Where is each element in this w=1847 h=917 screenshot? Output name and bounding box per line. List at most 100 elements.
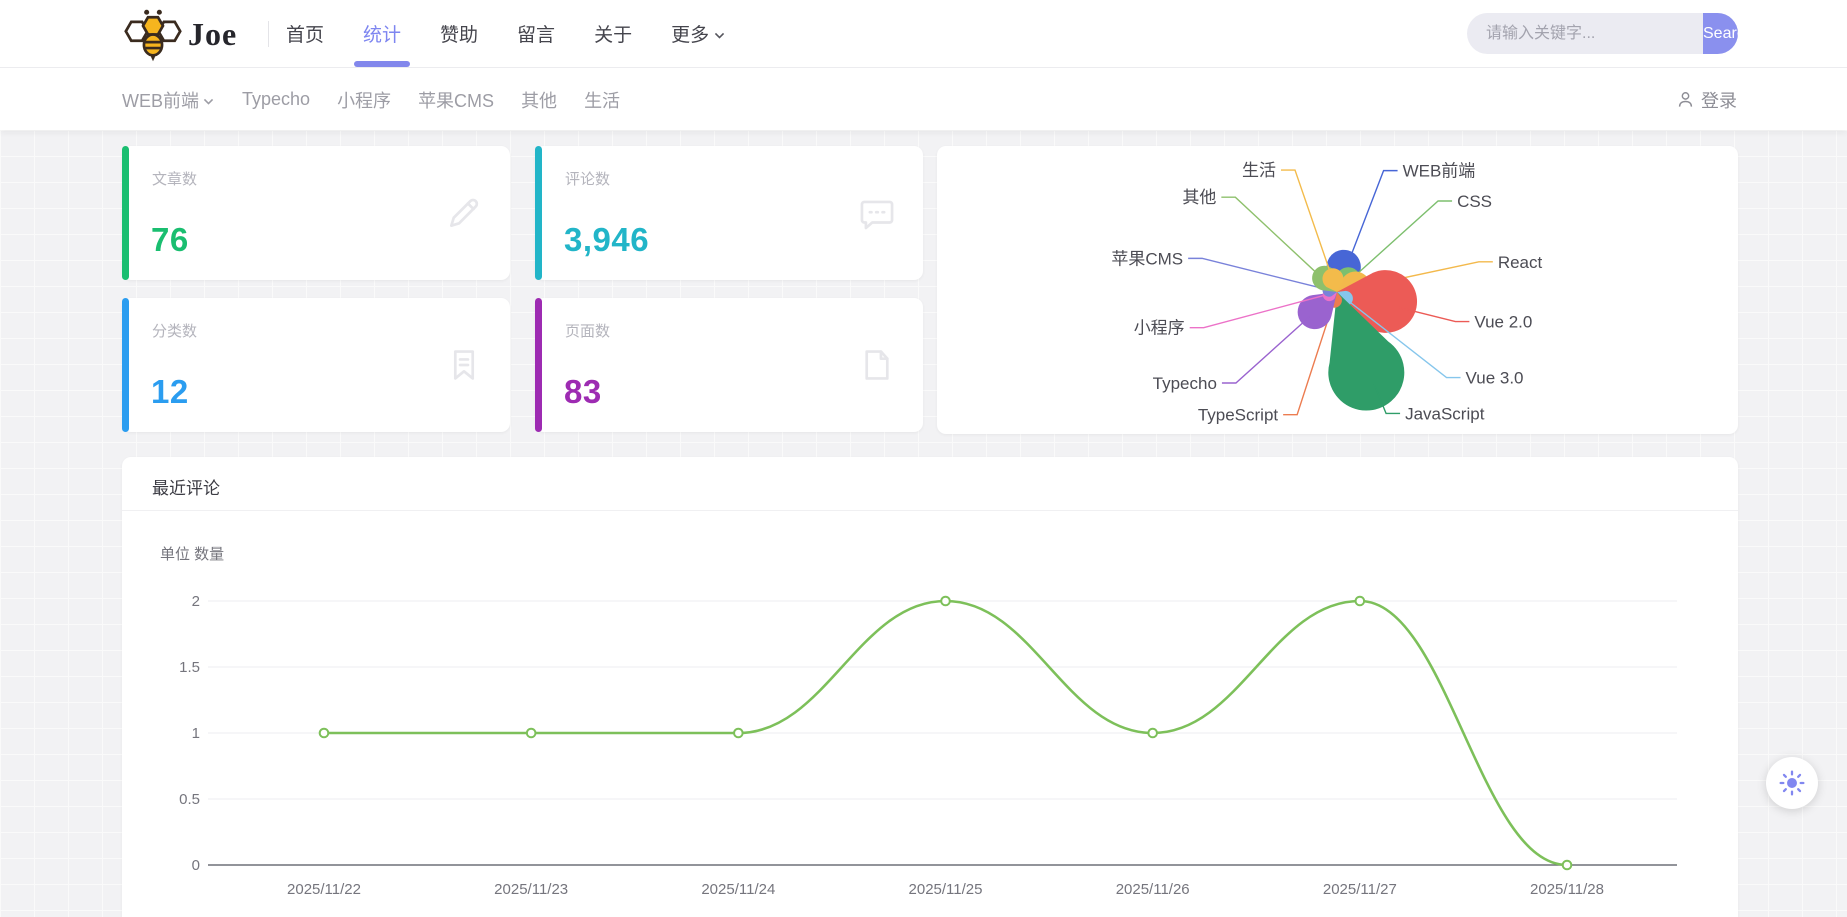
rose-label-line bbox=[1373, 383, 1401, 415]
data-point[interactable] bbox=[318, 727, 330, 739]
y-tick-label: 0.5 bbox=[179, 791, 200, 808]
category-nav: WEB前端 Typecho 小程序 苹果CMS 其他 生活 登录 bbox=[0, 67, 1847, 130]
stat-card-pages: 页面数 83 bbox=[535, 298, 923, 432]
x-tick-label: 2025/11/26 bbox=[1116, 881, 1190, 898]
card-accent-bar bbox=[122, 298, 129, 432]
stat-card-label: 分类数 bbox=[152, 323, 198, 340]
rose-label: Typecho bbox=[1153, 374, 1217, 393]
stat-card-value: 12 bbox=[151, 373, 189, 410]
rose-label: 苹果CMS bbox=[1111, 249, 1183, 268]
rose-label: React bbox=[1498, 253, 1543, 272]
rose-label-line bbox=[1281, 169, 1332, 275]
card-accent-bar bbox=[122, 146, 129, 280]
stat-card-comments: 评论数 3,946 bbox=[535, 146, 923, 280]
stat-card-label: 页面数 bbox=[565, 323, 611, 340]
rose-label: TypeScript bbox=[1198, 406, 1279, 425]
rose-label: Vue 3.0 bbox=[1466, 369, 1524, 388]
pencil-icon bbox=[445, 194, 483, 232]
subnav-item-typecho[interactable]: Typecho bbox=[242, 89, 311, 109]
stat-card-value: 3,946 bbox=[564, 221, 650, 258]
y-tick-label: 1 bbox=[192, 725, 200, 742]
rose-label: 小程序 bbox=[1134, 319, 1185, 338]
sun-icon bbox=[1779, 770, 1805, 796]
y-axis-unit-label: 单位 数量 bbox=[160, 546, 225, 563]
rose-petal-Vue 2.0[interactable] bbox=[1331, 261, 1422, 338]
stat-card-label: 文章数 bbox=[152, 171, 198, 188]
nav-item-stats[interactable]: 统计 bbox=[363, 0, 401, 67]
x-tick-label: 2025/11/25 bbox=[909, 881, 983, 898]
rose-petal-Typecho[interactable] bbox=[1291, 279, 1349, 336]
comments-line-chart: 0 0.5 1 1.5 2 2025/11/22 2025/11/23 2025/11/24 2… bbox=[179, 593, 1677, 898]
rose-label: WEB前端 bbox=[1403, 162, 1476, 181]
data-point[interactable] bbox=[733, 727, 744, 739]
x-tick-label: 2025/11/27 bbox=[1323, 881, 1397, 898]
subnav-item-applecms[interactable]: 苹果CMS bbox=[418, 90, 495, 111]
divider bbox=[122, 510, 1738, 511]
rose-label: 生活 bbox=[1242, 161, 1276, 180]
subnav-item-life[interactable]: 生活 bbox=[584, 90, 621, 111]
x-tick-label: 2025/11/22 bbox=[287, 881, 361, 898]
card-accent-bar bbox=[535, 146, 542, 280]
rose-label-line bbox=[1347, 299, 1461, 379]
search-input[interactable] bbox=[1467, 13, 1703, 54]
data-point[interactable] bbox=[1561, 859, 1573, 871]
rose-label-line bbox=[1348, 169, 1398, 262]
recent-comments-panel: 最近评论 单位 数量 0 0.5 1 1.5 2 2025/11/22 2025/11/23… bbox=[122, 457, 1738, 917]
category-icon bbox=[445, 346, 483, 384]
subnav-item-web-frontend[interactable]: WEB前端 bbox=[122, 87, 215, 113]
login-button[interactable]: 登录 bbox=[1676, 68, 1737, 131]
rose-label-line bbox=[1352, 200, 1453, 278]
stat-card-value: 76 bbox=[151, 221, 189, 258]
stat-card-value: 83 bbox=[564, 373, 602, 410]
chevron-down-icon bbox=[203, 98, 214, 105]
nav-item-more[interactable]: 更多 bbox=[671, 0, 726, 67]
rose-label-line bbox=[1221, 316, 1311, 384]
rose-label-line bbox=[1283, 303, 1334, 416]
category-rose-chart-panel: WEB前端 CSS React Vue 2.0 Vue 3.0 JavaScript Typ… bbox=[937, 146, 1738, 434]
theme-toggle-button[interactable] bbox=[1766, 757, 1818, 809]
nav-item-home[interactable]: 首页 bbox=[286, 25, 325, 46]
rose-label-line bbox=[1188, 257, 1326, 290]
file-icon bbox=[858, 346, 896, 384]
subnav-item-miniprogram[interactable]: 小程序 bbox=[337, 90, 392, 111]
y-tick-label: 2 bbox=[192, 593, 200, 610]
rose-petal-JavaScript[interactable] bbox=[1301, 279, 1415, 421]
rose-chart: WEB前端 CSS React Vue 2.0 Vue 3.0 JavaScript Typ… bbox=[1111, 161, 1543, 425]
rose-label-line bbox=[1189, 294, 1326, 329]
search-button[interactable]: Search bbox=[1703, 13, 1738, 54]
data-point[interactable] bbox=[940, 595, 951, 607]
y-tick-label: 1.5 bbox=[179, 659, 200, 676]
rose-label-line bbox=[1397, 306, 1470, 323]
site-logo[interactable]: Joe bbox=[124, 5, 237, 63]
x-tick-label: 2025/11/23 bbox=[494, 881, 568, 898]
rose-label: Vue 2.0 bbox=[1474, 313, 1532, 332]
header: Joe 首页 统计 赞助 留言 关于 更多 Search bbox=[0, 0, 1847, 67]
rose-petal-生活[interactable] bbox=[1320, 266, 1347, 295]
data-point[interactable] bbox=[1354, 595, 1366, 607]
x-tick-label: 2025/11/28 bbox=[1530, 881, 1604, 898]
data-point[interactable] bbox=[525, 727, 537, 739]
card-accent-bar bbox=[535, 298, 542, 432]
stat-card-label: 评论数 bbox=[565, 171, 611, 188]
main-nav: 首页 统计 赞助 留言 关于 更多 bbox=[286, 0, 726, 67]
nav-item-sponsor[interactable]: 赞助 bbox=[440, 25, 479, 46]
search-bar: Search bbox=[1467, 13, 1738, 54]
person-icon bbox=[1678, 92, 1693, 107]
rose-label: CSS bbox=[1457, 192, 1492, 211]
x-tick-label: 2025/11/24 bbox=[701, 881, 775, 898]
rose-label-line bbox=[1221, 196, 1320, 277]
subnav-item-other[interactable]: 其他 bbox=[521, 90, 558, 111]
site-title: Joe bbox=[188, 15, 238, 52]
header-divider bbox=[268, 21, 269, 47]
chevron-down-icon bbox=[714, 32, 725, 39]
stat-card-articles: 文章数 76 bbox=[122, 146, 510, 280]
stat-card-categories: 分类数 12 bbox=[122, 298, 510, 432]
rose-label: JavaScript bbox=[1405, 404, 1485, 423]
panel-title: 最近评论 bbox=[152, 479, 220, 498]
comment-icon bbox=[858, 194, 896, 232]
nav-item-about[interactable]: 关于 bbox=[594, 25, 633, 46]
y-tick-label: 0 bbox=[192, 857, 200, 874]
data-point[interactable] bbox=[1147, 727, 1158, 739]
nav-item-message[interactable]: 留言 bbox=[517, 25, 556, 46]
rose-label: 其他 bbox=[1182, 188, 1216, 207]
